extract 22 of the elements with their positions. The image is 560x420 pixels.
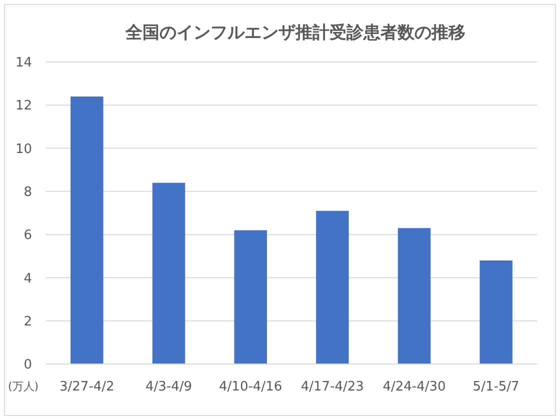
chart-title: 全国のインフルエンザ推計受診患者数の推移 — [124, 22, 466, 43]
y-tick-label: 0 — [24, 358, 32, 373]
y-tick-label: 4 — [24, 271, 32, 286]
y-tick-label: 10 — [15, 142, 32, 157]
y-tick-label: 12 — [15, 98, 32, 114]
y-tick-label: 6 — [24, 228, 32, 244]
y-tick-label: 8 — [24, 184, 32, 200]
bar — [152, 182, 186, 364]
x-tick-label: 4/24-4/30 — [382, 380, 446, 395]
x-tick-label: 5/1-5/7 — [472, 380, 520, 395]
x-tick-label: 4/3-4/9 — [145, 380, 192, 395]
x-tick-label: 4/10-4/16 — [219, 380, 282, 395]
y-axis-title: (万人) — [8, 380, 39, 393]
bar — [70, 96, 104, 364]
x-tick-label: 3/27-4/2 — [60, 380, 114, 395]
bar — [480, 260, 512, 364]
x-tick-label: 4/17-4/23 — [300, 380, 364, 395]
bar — [316, 210, 349, 364]
y-tick-label: 14 — [15, 56, 32, 71]
bar — [234, 230, 267, 364]
y-tick-label: 2 — [24, 314, 32, 330]
bar — [398, 228, 431, 364]
